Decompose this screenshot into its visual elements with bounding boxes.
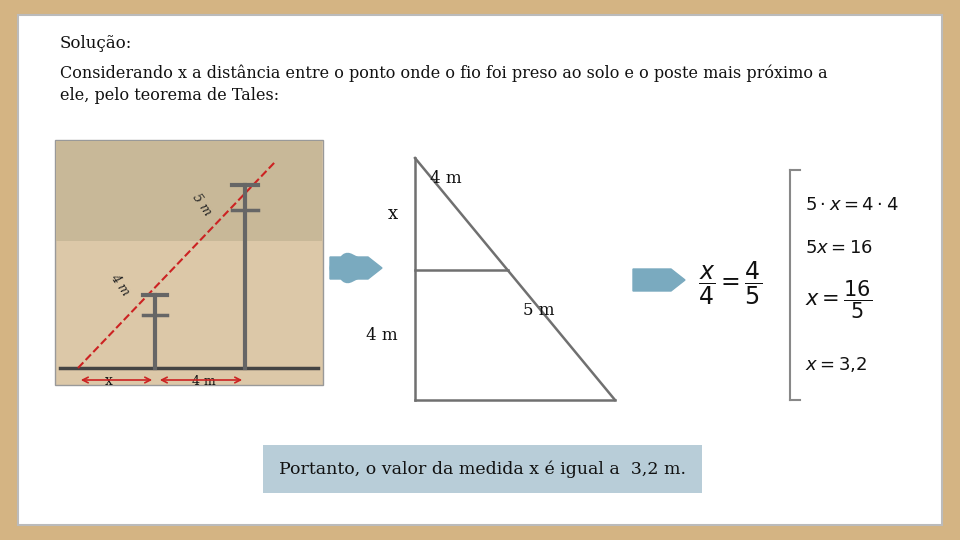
FancyBboxPatch shape	[55, 140, 323, 385]
FancyBboxPatch shape	[263, 445, 702, 493]
FancyArrow shape	[633, 269, 685, 291]
FancyBboxPatch shape	[18, 15, 942, 525]
Text: x: x	[105, 374, 113, 388]
Text: $5x = 16$: $5x = 16$	[805, 239, 873, 257]
Text: $x = 3{,}2$: $x = 3{,}2$	[805, 355, 867, 375]
Text: 4 m: 4 m	[192, 375, 216, 388]
Text: 5 m: 5 m	[190, 191, 214, 218]
Text: 4 m: 4 m	[367, 327, 398, 343]
Text: 5 m: 5 m	[522, 302, 554, 319]
Text: $x = \dfrac{16}{5}$: $x = \dfrac{16}{5}$	[805, 279, 872, 321]
FancyBboxPatch shape	[56, 141, 322, 241]
Text: $5 \cdot x = 4 \cdot 4$: $5 \cdot x = 4 \cdot 4$	[805, 196, 899, 214]
Text: $\dfrac{x}{4} = \dfrac{4}{5}$: $\dfrac{x}{4} = \dfrac{4}{5}$	[698, 259, 762, 307]
Text: Solução:: Solução:	[60, 35, 132, 52]
Text: x: x	[388, 205, 398, 223]
Text: 4 m: 4 m	[430, 170, 462, 187]
Text: Portanto, o valor da medida x é igual a  3,2 m.: Portanto, o valor da medida x é igual a …	[279, 460, 686, 478]
Text: ele, pelo teorema de Tales:: ele, pelo teorema de Tales:	[60, 87, 279, 104]
Text: 4 m: 4 m	[108, 271, 132, 298]
FancyArrow shape	[330, 257, 382, 279]
Text: Considerando x a distância entre o ponto onde o fio foi preso ao solo e o poste : Considerando x a distância entre o ponto…	[60, 64, 828, 82]
